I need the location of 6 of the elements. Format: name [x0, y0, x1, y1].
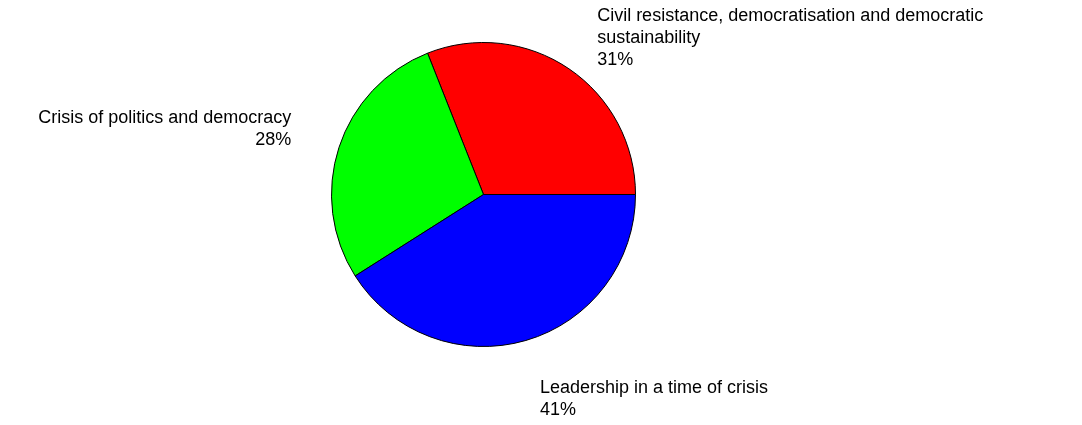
- data-label: 31%: [597, 48, 634, 69]
- data-label: 41%: [539, 398, 576, 419]
- slice-label: Crisis of politics and democracy: [38, 106, 292, 127]
- data-label: 28%: [255, 128, 292, 149]
- slice-label: Civil resistance, democratisation and democratic sustainability: [597, 4, 984, 47]
- slice-label: Leadership in a time of crisis: [539, 376, 769, 397]
